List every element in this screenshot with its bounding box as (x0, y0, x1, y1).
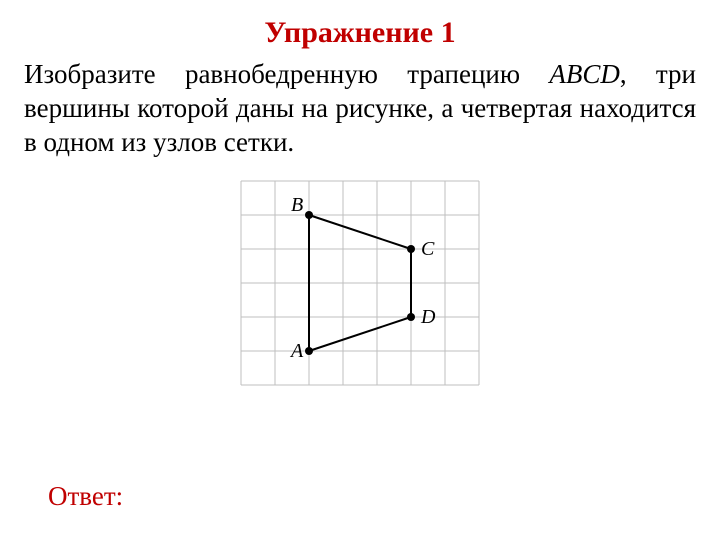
vertex-label-C: C (421, 238, 435, 260)
answer-label: Ответ: (48, 481, 123, 512)
figure-container: A B C D (24, 179, 696, 387)
problem-text: Изобразите равнобедренную трапецию ABCD,… (24, 58, 696, 159)
vertex-label-B: B (291, 194, 303, 216)
vertex-label-D: D (420, 306, 436, 328)
vertex-label-A: A (289, 340, 304, 362)
problem-before: Изобразите равнобедренную трапецию (24, 59, 549, 89)
exercise-title: Упражнение 1 (24, 16, 696, 50)
trapezoid-figure: A B C D (239, 179, 481, 387)
problem-italic: ABCD (549, 59, 620, 89)
